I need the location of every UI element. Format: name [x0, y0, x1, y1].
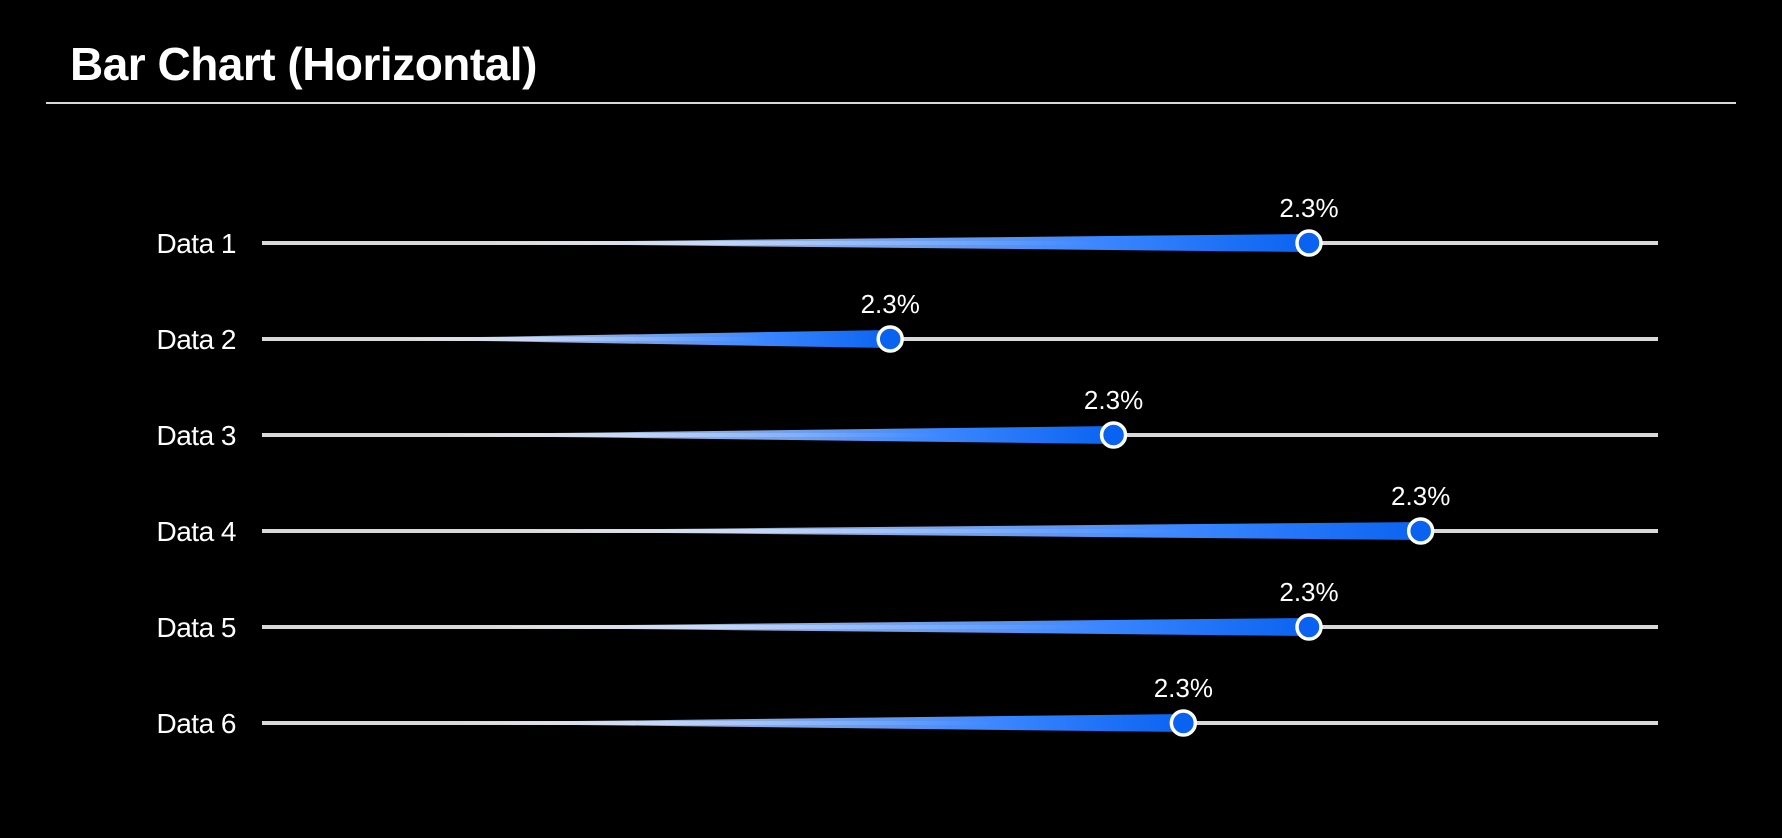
bar-end-marker: [1169, 709, 1198, 737]
value-label: 2.3%: [1084, 385, 1143, 415]
bar-end-marker: [1295, 229, 1323, 257]
page-title: Bar Chart (Horizontal): [70, 38, 537, 90]
category-label: Data 3: [157, 420, 237, 451]
value-label: 2.3%: [1279, 193, 1338, 223]
bar: [446, 714, 1184, 732]
value-label: 2.3%: [1391, 481, 1450, 511]
chart-bars: [387, 234, 1421, 732]
category-label: Data 5: [157, 612, 237, 643]
category-label: Data 2: [157, 324, 237, 355]
chart-category-labels: Data 1 Data 2 Data 3 Data 4 Data 5 Data 6: [157, 228, 237, 739]
bar-end-marker: [1295, 613, 1323, 641]
chart-value-labels: 2.3% 2.3% 2.3% 2.3% 2.3% 2.3%: [861, 193, 1451, 703]
bar: [471, 234, 1309, 252]
category-label: Data 1: [157, 228, 237, 259]
bar: [471, 618, 1309, 636]
bar-end-marker: [1406, 517, 1435, 545]
value-label: 2.3%: [861, 289, 920, 319]
bar-end-marker: [1099, 421, 1128, 449]
bar: [493, 522, 1421, 540]
value-label: 2.3%: [1154, 673, 1213, 703]
bar: [432, 426, 1114, 444]
bar-end-marker: [876, 325, 904, 353]
bar: [387, 330, 891, 348]
value-label: 2.3%: [1279, 577, 1338, 607]
category-label: Data 4: [157, 516, 237, 547]
category-label: Data 6: [157, 708, 237, 739]
chart-markers: [876, 229, 1435, 737]
title-divider: [46, 102, 1736, 104]
